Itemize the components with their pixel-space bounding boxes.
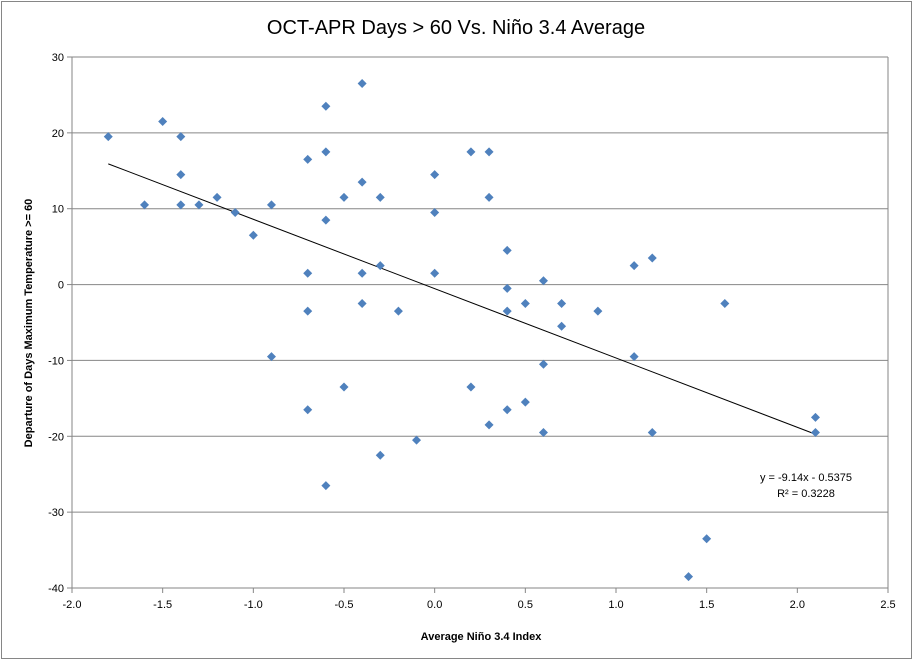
x-tick-label: -0.5 (335, 599, 354, 611)
data-point (720, 299, 730, 309)
y-tick-label: -20 (48, 431, 64, 443)
data-point (593, 306, 603, 316)
data-point (702, 534, 712, 544)
trendline (108, 163, 816, 435)
data-point (176, 132, 186, 142)
x-tick-label: -2.0 (63, 599, 82, 611)
x-tick-label: 2.0 (790, 599, 805, 611)
x-tick-label: 2.5 (880, 599, 895, 611)
x-tick-label: 0.5 (518, 599, 533, 611)
y-axis-title: Departure of Days Maximum Temperature >=… (23, 199, 35, 448)
data-point (557, 321, 567, 331)
trendline-r-squared: R² = 0.3228 (777, 488, 835, 500)
data-point (466, 147, 476, 157)
trendline-equation: y = -9.14x - 0.5375 (760, 472, 852, 484)
data-point (520, 299, 530, 309)
data-point (430, 208, 440, 218)
data-points (103, 79, 820, 582)
data-point (684, 572, 694, 582)
data-point (194, 200, 204, 210)
y-tick-label: -10 (48, 355, 64, 367)
y-tick-label: -30 (48, 507, 64, 519)
data-point (629, 261, 639, 271)
data-point (321, 481, 331, 491)
data-point (357, 299, 367, 309)
data-point (484, 192, 494, 202)
x-tick-label: 1.5 (699, 599, 714, 611)
data-point (375, 192, 385, 202)
axes (67, 56, 889, 593)
data-point (357, 268, 367, 278)
data-point (339, 382, 349, 392)
data-point (339, 192, 349, 202)
tick-labels: 30 20 10 0 -10 -20 -30 -40 -2.0 -1.5 -1.0 -0.5 0.0 0.… (48, 52, 896, 611)
y-tick-label: 10 (52, 204, 64, 216)
data-point (430, 170, 440, 180)
data-point (629, 352, 639, 362)
data-point (357, 79, 367, 89)
data-point (647, 427, 657, 437)
data-point (538, 276, 548, 286)
y-tick-label: 20 (52, 128, 64, 140)
data-point (321, 101, 331, 111)
y-tick-label: -40 (48, 583, 64, 595)
data-point (357, 177, 367, 187)
x-tick-label: -1.0 (244, 599, 263, 611)
chart-title: OCT-APR Days > 60 Vs. Niño 3.4 Average (267, 17, 645, 39)
x-tick-label: 1.0 (608, 599, 623, 611)
data-point (466, 382, 476, 392)
data-point (484, 420, 494, 430)
x-tick-label: 0.0 (427, 599, 442, 611)
data-point (303, 154, 313, 164)
data-point (321, 215, 331, 225)
data-point (520, 397, 530, 407)
x-tick-label: -1.5 (153, 599, 172, 611)
data-point (647, 253, 657, 263)
data-point (538, 427, 548, 437)
trendline-group (108, 163, 816, 435)
data-point (176, 170, 186, 180)
data-point (810, 427, 820, 437)
data-point (430, 268, 440, 278)
data-point (158, 116, 168, 126)
data-point (248, 230, 258, 240)
data-point (212, 192, 222, 202)
data-point (266, 352, 276, 362)
data-point (176, 200, 186, 210)
data-point (303, 405, 313, 415)
data-point (502, 405, 512, 415)
data-point (266, 200, 276, 210)
data-point (303, 268, 313, 278)
gridlines (72, 56, 888, 513)
data-point (375, 450, 385, 460)
data-point (140, 200, 150, 210)
data-point (538, 359, 548, 369)
data-point (412, 435, 422, 445)
data-point (484, 147, 494, 157)
y-tick-label: 0 (58, 280, 64, 292)
data-point (393, 306, 403, 316)
data-point (375, 261, 385, 271)
data-point (502, 306, 512, 316)
data-point (502, 245, 512, 255)
data-point (502, 283, 512, 293)
y-tick-label: 30 (52, 52, 64, 64)
data-point (810, 412, 820, 422)
data-point (230, 208, 240, 218)
data-point (303, 306, 313, 316)
data-point (321, 147, 331, 157)
data-point (557, 299, 567, 309)
data-point (103, 132, 113, 142)
x-axis-title: Average Niño 3.4 Index (421, 631, 543, 643)
